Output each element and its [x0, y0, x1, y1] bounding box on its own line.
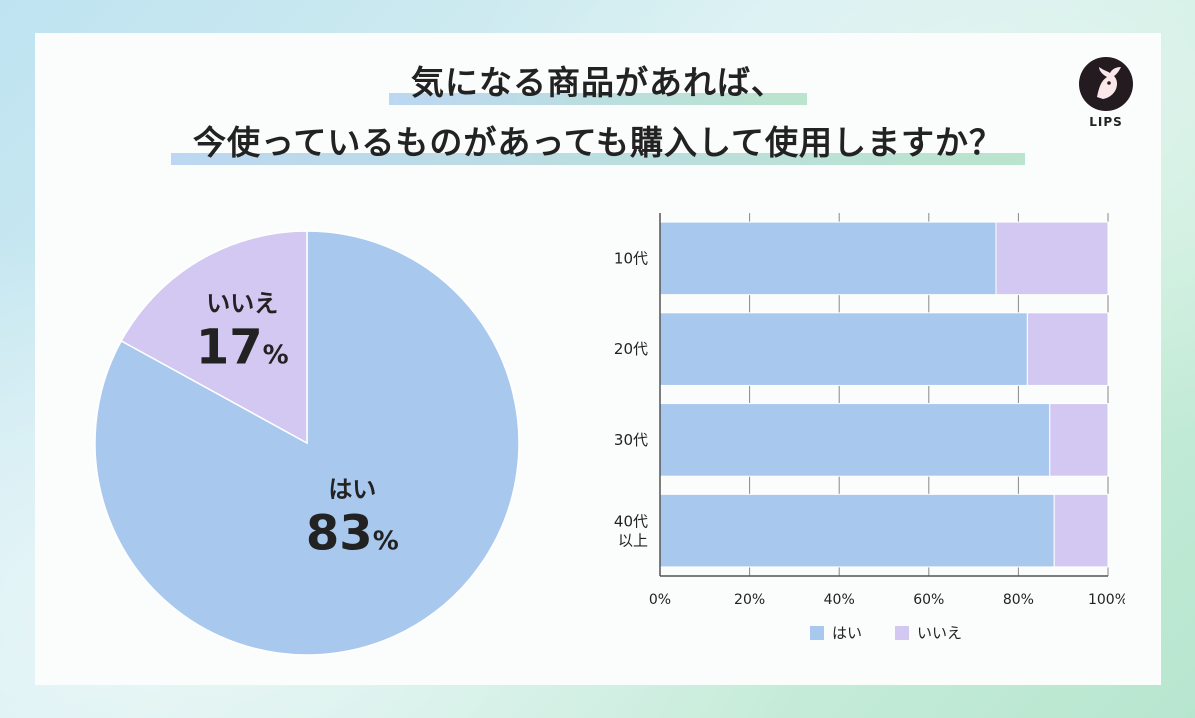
x-tick-label-1: 20% — [734, 592, 765, 608]
y-tick-label-2: 30代 — [614, 431, 648, 449]
bar-1-1 — [1026, 312, 1109, 386]
legend-swatch-0 — [810, 626, 824, 640]
bar-2-0 — [659, 403, 1051, 477]
bar-3-0 — [659, 493, 1055, 568]
pie-slice-0 — [94, 230, 520, 656]
x-tick-label-5: 100% — [1088, 592, 1125, 608]
title-line-2: 今使っているものがあっても購入して使用しますか？ — [35, 123, 1161, 165]
pie-value-1: 17% — [196, 320, 289, 376]
bar-3-1 — [1053, 493, 1109, 568]
legend-swatch-1 — [895, 626, 909, 640]
bar-1-0 — [659, 312, 1028, 386]
infographic-panel: 気になる商品があれば、 今使っているものがあっても購入して使用しますか？ LIP… — [35, 33, 1161, 685]
x-tick-label-4: 80% — [1003, 592, 1034, 608]
title-line-1: 気になる商品があれば、 — [35, 63, 1161, 105]
bar-0-0 — [659, 221, 997, 296]
x-tick-label-3: 60% — [913, 592, 944, 608]
legend-label-0: はい — [832, 624, 862, 642]
pie-slice-1 — [120, 230, 308, 445]
pie-label-1: いいえ — [206, 290, 278, 318]
y-tick-label-3: 40代以上 — [614, 513, 648, 550]
y-tick-label-0: 10代 — [614, 249, 648, 267]
deer-icon — [1079, 57, 1133, 111]
x-tick-label-0: 0% — [649, 592, 671, 608]
bar-2-1 — [1049, 403, 1109, 477]
logo-text: LIPS — [1089, 115, 1123, 129]
y-tick-label-1: 20代 — [614, 340, 648, 358]
lips-logo: LIPS — [1078, 57, 1134, 129]
x-tick-label-2: 40% — [824, 592, 855, 608]
pie-value-0: 83% — [306, 506, 399, 562]
pie-label-0: はい — [328, 476, 376, 504]
legend-label-1: いいえ — [917, 624, 962, 642]
bar-0-1 — [995, 221, 1109, 296]
